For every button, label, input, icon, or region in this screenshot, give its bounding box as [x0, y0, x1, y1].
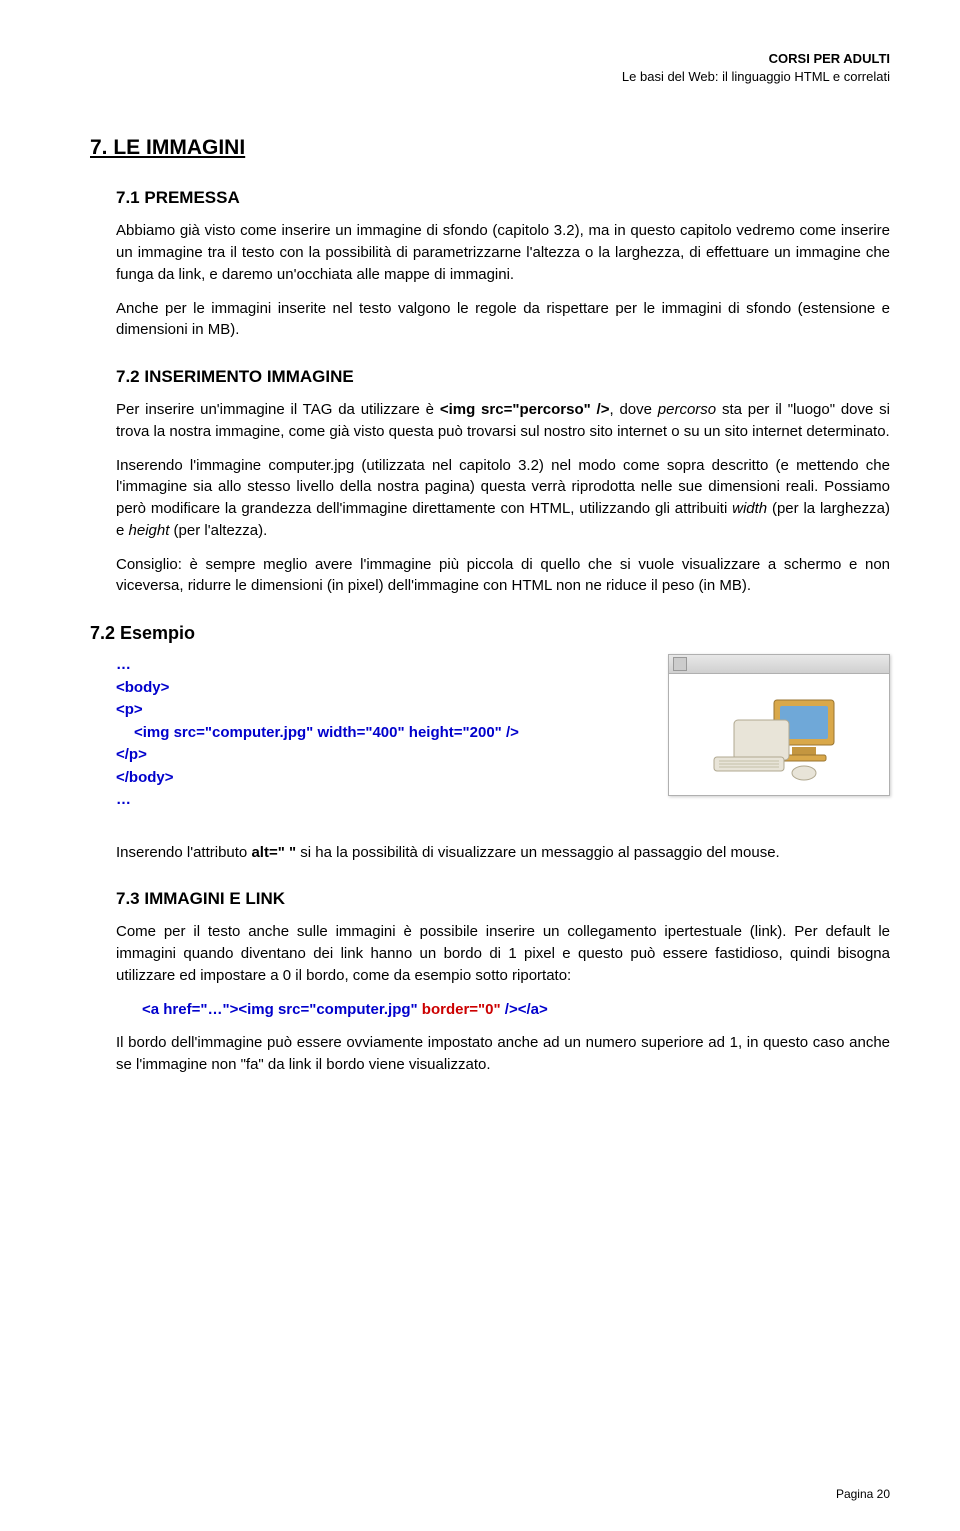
alt-note: Inserendo l'attributo alt=" " si ha la p…	[90, 842, 890, 864]
section-7-2: 7.2 INSERIMENTO IMMAGINE Per inserire un…	[90, 367, 890, 597]
example-heading: 7.2 Esempio	[90, 623, 890, 644]
example-block: … <body> <p> <img src="computer.jpg" wid…	[90, 654, 890, 812]
paragraph: Inserendo l'attributo alt=" " si ha la p…	[116, 842, 890, 864]
paragraph: Il bordo dell'immagine può essere ovviam…	[116, 1032, 890, 1076]
code-line: …	[116, 789, 648, 812]
paragraph: Come per il testo anche sulle immagini è…	[116, 921, 890, 986]
header-subtitle: Le basi del Web: il linguaggio HTML e co…	[90, 68, 890, 86]
code-line: </p>	[116, 744, 648, 767]
header-title: CORSI PER ADULTI	[90, 50, 890, 68]
code-line: <a href="…"><img src="computer.jpg" bord…	[116, 999, 890, 1021]
section-7-3: 7.3 IMMAGINI E LINK Come per il testo an…	[90, 889, 890, 1076]
example-image-preview	[668, 654, 890, 796]
image-toolbar	[669, 655, 889, 674]
paragraph: Abbiamo già visto come inserire un immag…	[116, 220, 890, 285]
paragraph: Consiglio: è sempre meglio avere l'immag…	[116, 554, 890, 598]
section-7-1: 7.1 PREMESSA Abbiamo già visto come inse…	[90, 188, 890, 341]
example-code: … <body> <p> <img src="computer.jpg" wid…	[90, 654, 648, 812]
section-heading: 7.2 INSERIMENTO IMMAGINE	[116, 367, 890, 387]
paragraph: Per inserire un'immagine il TAG da utili…	[116, 399, 890, 443]
toolbar-icon	[673, 657, 687, 671]
paragraph: Inserendo l'immagine computer.jpg (utili…	[116, 455, 890, 542]
computer-icon	[704, 685, 854, 785]
paragraph: Anche per le immagini inserite nel testo…	[116, 298, 890, 342]
section-heading: 7.1 PREMESSA	[116, 188, 890, 208]
code-line: <p>	[116, 699, 648, 722]
code-line: <img src="computer.jpg" width="400" heig…	[116, 722, 648, 745]
code-line: <body>	[116, 677, 648, 700]
section-heading: 7.3 IMMAGINI E LINK	[116, 889, 890, 909]
code-line: </body>	[116, 767, 648, 790]
inline-code: <img src="percorso" />	[440, 401, 610, 418]
inline-code: alt=" "	[251, 844, 296, 861]
page-number: Pagina 20	[836, 1487, 890, 1501]
code-line: …	[116, 654, 648, 677]
image-content	[669, 674, 889, 795]
document-page: CORSI PER ADULTI Le basi del Web: il lin…	[0, 0, 960, 1531]
page-header: CORSI PER ADULTI Le basi del Web: il lin…	[90, 50, 890, 86]
chapter-title: 7. LE IMMAGINI	[90, 136, 890, 160]
